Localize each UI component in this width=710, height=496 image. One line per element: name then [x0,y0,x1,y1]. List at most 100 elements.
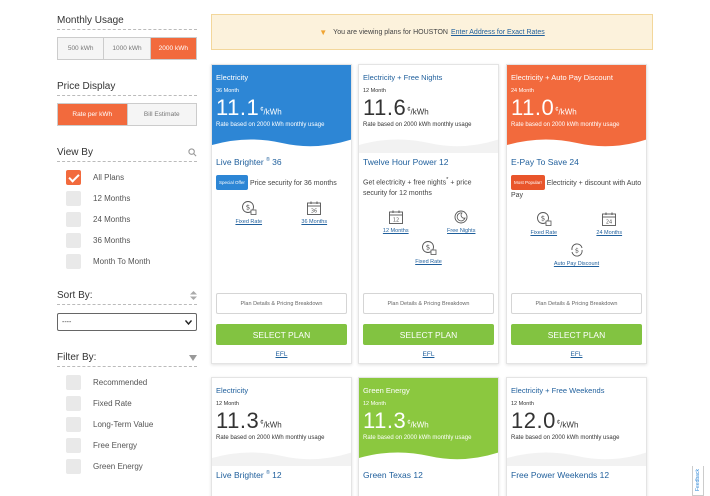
plan-name[interactable]: Live Brighter ® 36 [216,157,347,167]
filter-item-long-term-value[interactable]: Long-Term Value [57,414,197,435]
view-by-item-12-months[interactable]: 12 Months [57,188,197,209]
plan-name-text: Live Brighter [216,157,264,167]
checkbox-label: 36 Months [93,236,131,245]
plan-details-button[interactable]: Plan Details & Pricing Breakdown [511,293,642,314]
select-plan-button[interactable]: SELECT PLAN [216,324,347,345]
checkbox[interactable] [66,396,81,411]
checkbox[interactable] [66,233,81,248]
plan-name[interactable]: Green Texas 12 [363,470,423,480]
checkbox[interactable] [66,254,81,269]
usage-option-500[interactable]: 500 kWh [58,38,105,59]
plan-price: 11.1 ¢/kWh [216,95,347,121]
filter-item-green-energy[interactable]: Green Energy [57,456,197,477]
unit-label: /kWh [410,108,429,117]
rate-note: Rate based on 2000 kWh monthly usage [216,122,325,128]
plan-price: 11.3 ¢/kWh [216,408,347,434]
select-plan-button[interactable]: SELECT PLAN [363,324,494,345]
svg-text:$: $ [246,204,250,212]
plan-card: Electricity 12 Month 11.3 ¢/kWh Rate bas… [211,377,352,496]
feedback-tab[interactable]: Feedback [692,466,704,496]
view-by-item-24-months[interactable]: 24 Months [57,209,197,230]
registered-mark: ® [266,470,270,477]
price-unit: ¢/kWh [407,107,429,117]
cent-symbol: ¢ [556,420,561,427]
efl-link[interactable]: EFL [570,351,583,358]
efl-link[interactable]: EFL [422,351,435,358]
dollar-lock-icon: $ [421,241,436,256]
feature-12-months[interactable]: 12 12 Months [366,209,426,234]
plan-features: $ Fixed Rate 36 36 Months [216,200,347,231]
plan-details-button[interactable]: Plan Details & Pricing Breakdown [216,293,347,314]
plan-name-text: Live Brighter [216,470,264,480]
checkbox[interactable] [66,417,81,432]
view-by-item-month-to-month[interactable]: Month To Month [57,251,197,272]
svg-text:12: 12 [393,218,399,224]
feature-label: 24 Months [596,230,623,236]
checkbox[interactable] [66,212,81,227]
plan-price: 11.3 ¢/kWh [363,408,494,434]
feature-24-months[interactable]: 24 24 Months [579,211,639,236]
checkbox[interactable] [66,170,81,185]
feature-fixed-rate[interactable]: $ Fixed Rate [219,200,279,225]
wave-decoration [359,139,498,153]
plan-description: Get electricity + free nights* + price s… [363,175,494,199]
svg-text:24: 24 [606,220,612,226]
svg-text:$: $ [574,247,578,255]
plan-name[interactable]: Free Power Weekends 12 [511,470,610,480]
plan-card-header: Electricity + Auto Pay Discount 24 Month… [507,65,646,153]
special-offer-badge: Special Offer [216,175,248,190]
plan-term: 12 Month [363,401,386,407]
plan-card-body: Twelve Hour Power 12 Get electricity + f… [359,153,498,271]
filter-item-recommended[interactable]: Recommended [57,372,197,393]
plan-name[interactable]: E-Pay To Save 24 [511,157,579,167]
search-icon[interactable] [188,148,197,157]
cent-symbol: ¢ [260,420,264,427]
cent-symbol: ¢ [555,107,559,114]
plan-price: 11.0 ¢/kWh [511,95,642,121]
rate-note: Rate based on 2000 kWh monthly usage [363,122,472,128]
plan-price-value: 12.0 [511,408,556,433]
sort-by-select[interactable]: ---- [57,313,197,331]
feature-fixed-rate[interactable]: $ Fixed Rate [399,240,459,265]
checkbox[interactable] [66,191,81,206]
filter-item-free-energy[interactable]: Free Energy [57,435,197,456]
banner-city: HOUSTON [413,28,448,36]
usage-option-2000[interactable]: 2000 kWh [150,38,196,59]
plan-name[interactable]: Twelve Hour Power 12 [363,157,449,167]
checkbox[interactable] [66,459,81,474]
select-plan-button[interactable]: SELECT PLAN [511,324,642,345]
feature-auto-pay-discount[interactable]: $ Auto Pay Discount [547,242,607,267]
enter-address-link[interactable]: Enter Address for Exact Rates [450,28,545,36]
view-by-section: View By All Plans 12 Months 24 Months 36… [57,147,197,272]
svg-text:$: $ [425,244,429,252]
feature-36-months[interactable]: 36 36 Months [284,200,344,225]
checkbox-label: Recommended [93,378,148,387]
plan-term: 12 Month [216,401,239,407]
wave-decoration [212,139,351,153]
plan-price-value: 11.3 [363,408,407,433]
sort-by-value: ---- [62,318,72,326]
view-by-item-all-plans[interactable]: All Plans [57,167,197,188]
sort-by-section: Sort By: ---- [57,290,197,331]
feature-free-nights[interactable]: Free Nights [431,209,491,234]
calendar-icon: 36 [307,201,322,215]
plan-name[interactable]: Live Brighter ® 12 [216,470,347,480]
checkbox[interactable] [66,375,81,390]
feature-fixed-rate[interactable]: $ Fixed Rate [514,211,574,236]
plan-description-text: Get electricity + free nights [363,179,447,187]
checkbox[interactable] [66,438,81,453]
filter-item-fixed-rate[interactable]: Fixed Rate [57,393,197,414]
checkbox-label: Month To Month [93,257,151,266]
price-display-toggle: Rate per kWh Bill Estimate [57,103,197,126]
plan-details-button[interactable]: Plan Details & Pricing Breakdown [363,293,494,314]
usage-option-1000[interactable]: 1000 kWh [104,38,151,59]
plan-name-suffix: 36 [272,157,282,167]
plan-category: Electricity + Auto Pay Discount [511,73,613,82]
sort-by-title: Sort By: [57,290,93,301]
bill-estimate-option[interactable]: Bill Estimate [127,104,196,125]
view-by-item-36-months[interactable]: 36 Months [57,230,197,251]
rate-per-kwh-option[interactable]: Rate per kWh [58,104,128,125]
cent-symbol: ¢ [407,420,411,427]
plan-price-value: 11.1 [216,95,260,120]
efl-link[interactable]: EFL [275,351,288,358]
